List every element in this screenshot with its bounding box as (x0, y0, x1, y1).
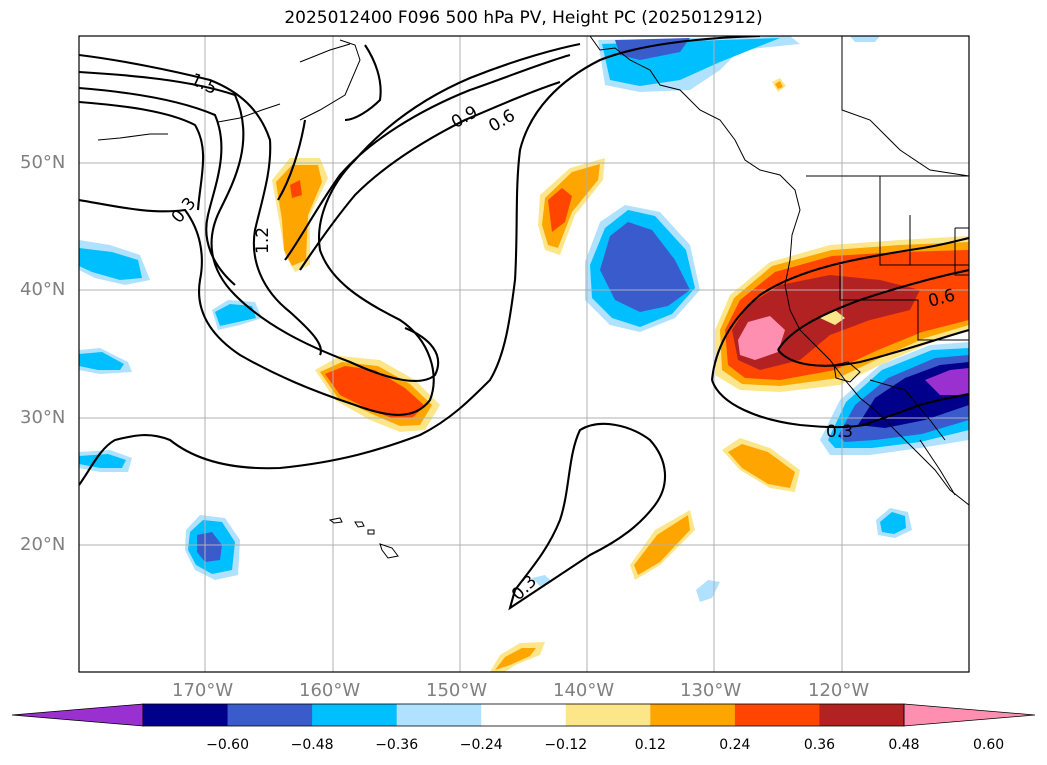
contour-label-0-3-west: 0.3 (168, 194, 201, 228)
colorbar-cell (481, 704, 567, 726)
contour-label-0-9: 0.9 (448, 102, 481, 133)
colorbar-cell (312, 704, 398, 726)
lon-label-120w: 120°W (808, 680, 870, 701)
pv-anomaly-negative-nw (598, 36, 800, 92)
colorbar-cell (227, 704, 313, 726)
lon-label-130w: 130°W (680, 680, 742, 701)
lat-label-20n: 20°N (20, 534, 66, 555)
graticule (79, 36, 969, 672)
colorbar-tick-label: −0.12 (544, 737, 588, 753)
colorbar (11, 703, 1036, 727)
colorbar-tick-label: 0.60 (972, 737, 1005, 753)
lon-label-140w: 140°W (553, 680, 615, 701)
colorbar-extend-low (11, 703, 144, 727)
pv-anomaly-positive-155w (315, 356, 440, 432)
colorbar-cell (734, 704, 820, 726)
pv-anomaly-positive-143w (538, 158, 605, 255)
colorbar-tick-label: −0.36 (375, 737, 419, 753)
colorbar-cell (396, 704, 482, 726)
lat-label-50n: 50°N (20, 152, 66, 173)
colorbar-tick-label: −0.48 (290, 737, 334, 753)
colorbar-cell (650, 704, 736, 726)
pv-anomaly-positive-160w-north (272, 158, 328, 272)
colorbar-cell (819, 704, 905, 726)
colorbar-tick-label: −0.24 (459, 737, 503, 753)
lon-label-170w: 170°W (172, 680, 234, 701)
colorbar-tick-label: 0.24 (719, 737, 751, 753)
colorbar-tick-label: −0.60 (206, 737, 249, 753)
pv-anomaly-negative-140w (585, 205, 700, 332)
colorbar-cell (143, 704, 229, 726)
colorbar-tick-label: 0.48 (888, 737, 920, 753)
contour-label-0-3-east: 0.3 (826, 422, 853, 442)
lon-label-160w: 160°W (299, 680, 361, 701)
lon-label-150w: 150°W (426, 680, 488, 701)
contour-label-1-5: 1.5 (187, 70, 220, 100)
colorbar-tick-label: 0.12 (634, 737, 666, 753)
contour-label-1-2: 1.2 (253, 227, 273, 254)
plot-frame (78, 35, 970, 673)
lat-label-30n: 30°N (20, 407, 66, 428)
colorbar-extend-high (903, 703, 1036, 727)
colorbar-tick-label: 0.36 (803, 737, 836, 753)
colorbar-cell (565, 704, 651, 726)
lat-label-40n: 40°N (20, 279, 66, 300)
map-title: 2025012400 F096 500 hPa PV, Height PC (2… (284, 8, 763, 28)
height-contours (79, 36, 969, 611)
